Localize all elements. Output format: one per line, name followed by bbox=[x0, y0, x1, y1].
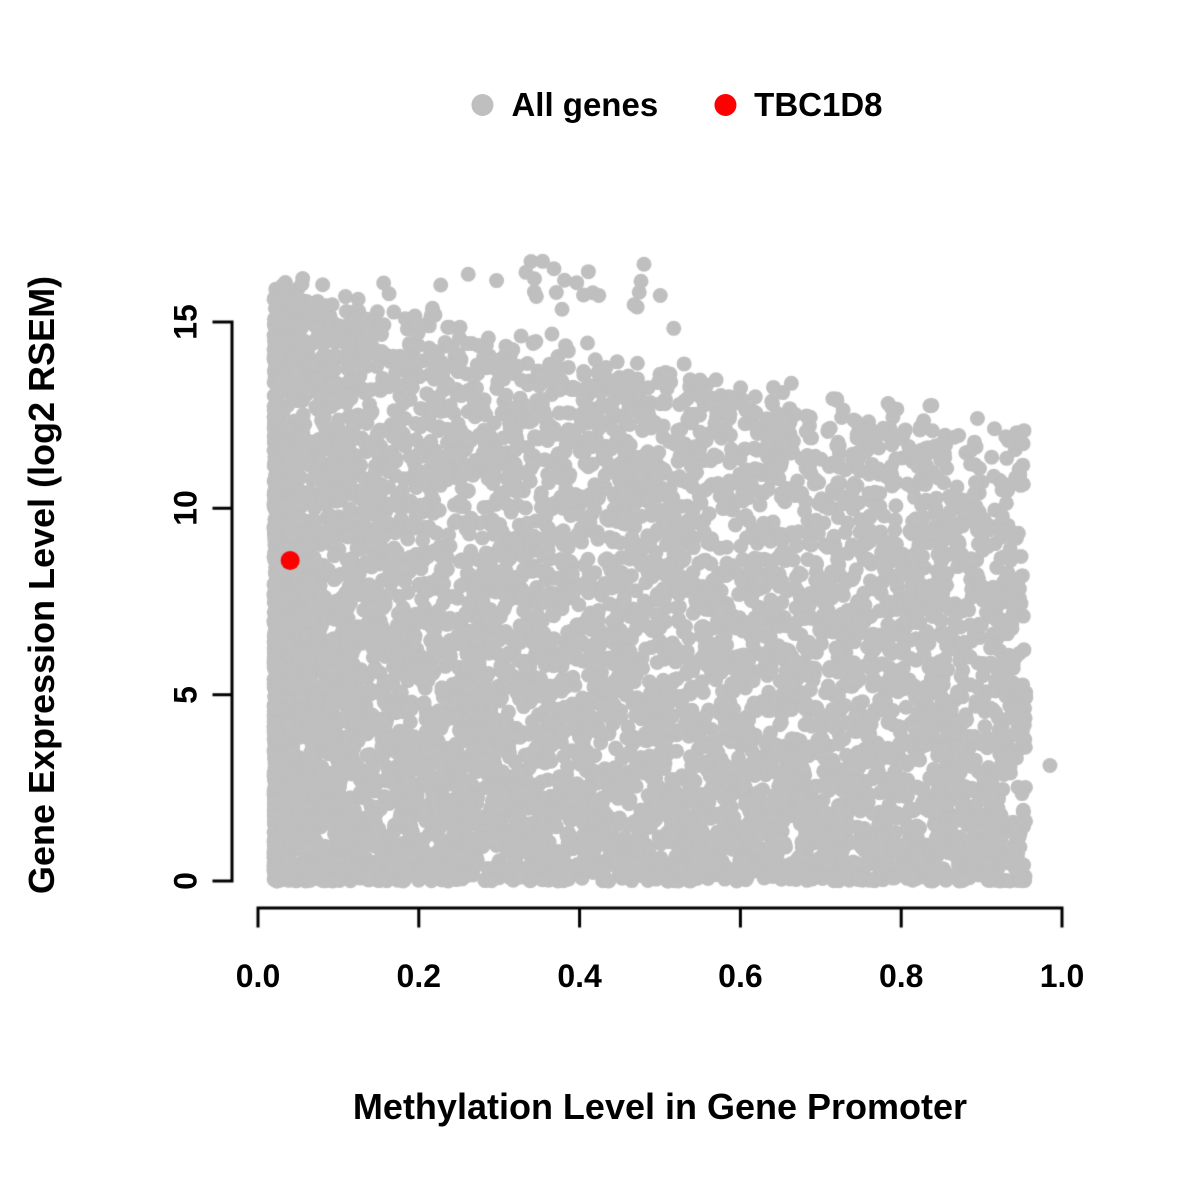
x-tick-label-0.6: 0.6 bbox=[718, 958, 763, 994]
y-tick-label-10: 10 bbox=[167, 490, 204, 527]
x-tick-label-0.2: 0.2 bbox=[396, 958, 442, 994]
legend-label-tbc1d8: TBC1D8 bbox=[754, 86, 883, 123]
all-genes-dot-icon bbox=[471, 94, 494, 116]
x-axis-title: Methylation Level in Gene Promoter bbox=[352, 1086, 968, 1127]
x-tick-label-1.0: 1.0 bbox=[1039, 958, 1085, 994]
legend-item-tbc1d8: TBC1D8 bbox=[714, 86, 883, 124]
legend-item-all-genes: All genes bbox=[471, 86, 658, 124]
plot-legend: All genes TBC1D8 bbox=[471, 86, 883, 124]
x-tick-label-0.8: 0.8 bbox=[878, 958, 924, 994]
y-tick-label-5: 5 bbox=[167, 685, 204, 704]
y-axis-title: Gene Expression Level (log2 RSEM) bbox=[21, 275, 62, 895]
legend-label-all-genes: All genes bbox=[511, 86, 659, 123]
tbc1d8-dot-icon bbox=[714, 94, 737, 116]
x-tick-label-0.4: 0.4 bbox=[557, 958, 602, 994]
x-tick-label-0.0: 0.0 bbox=[235, 958, 281, 994]
y-tick-label-15: 15 bbox=[167, 304, 204, 340]
y-tick-label-0: 0 bbox=[167, 872, 204, 890]
